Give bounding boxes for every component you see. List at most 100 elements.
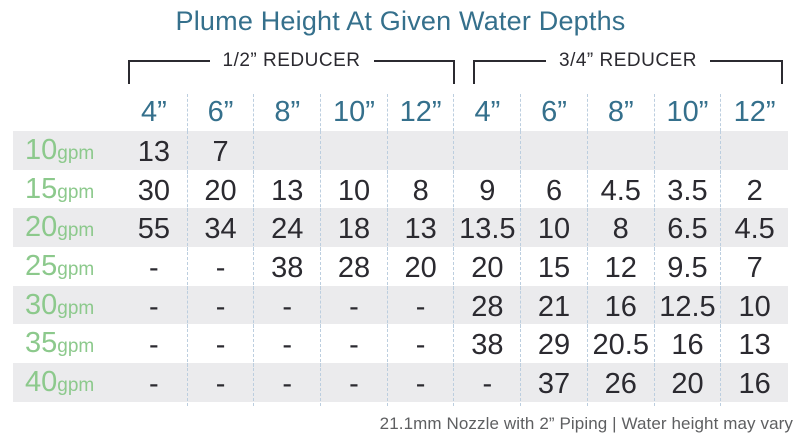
- data-cell: 10: [738, 290, 771, 323]
- data-cell: 34: [188, 208, 255, 252]
- row-label: 30 gpm: [13, 286, 121, 329]
- data-cell: -: [388, 285, 455, 329]
- footnote: 21.1mm Nozzle with 2” Piping | Water hei…: [379, 414, 793, 433]
- bracket-line-right: [710, 60, 784, 84]
- data-cell: [521, 131, 588, 174]
- column-header: 10”: [321, 94, 388, 131]
- data-cell: 8: [388, 169, 455, 213]
- table-row: 35 gpm - - - - -38 29 20.5 16 13: [13, 324, 788, 368]
- data-cell: 28: [454, 285, 522, 329]
- table-row: 30 gpm - - - - -28 21 16 12.5 10: [13, 285, 788, 329]
- data-cell: 9.5: [655, 247, 722, 290]
- data-cell: [721, 131, 788, 174]
- data-cell: 29: [521, 324, 588, 368]
- page-title: Plume Height At Given Water Depths: [175, 6, 626, 36]
- data-cell: [388, 131, 455, 174]
- row-flow-value: 35: [25, 327, 58, 360]
- data-cell: 18: [321, 208, 388, 252]
- data-cell: 20: [454, 247, 522, 290]
- row-flow-unit: gpm: [57, 143, 95, 164]
- row-label: 40 gpm: [13, 363, 121, 406]
- data-cell: 3.5: [655, 169, 722, 213]
- row-label: 25 gpm: [13, 247, 121, 290]
- data-cell: -: [321, 285, 388, 329]
- row-flow-unit: gpm: [57, 181, 95, 203]
- column-header: 8”: [588, 94, 655, 131]
- data-cell: 20: [188, 169, 255, 213]
- row-label: 10 gpm: [13, 131, 121, 174]
- table-row: 20 gpm 55 34 24 18 13 13.5 10 8 6.5 4.5: [13, 208, 788, 252]
- header-corner-cell: [13, 94, 121, 131]
- data-cell: -: [121, 324, 188, 368]
- data-cell: [254, 131, 322, 174]
- data-cell: -: [188, 285, 255, 329]
- row-flow-value: 30: [25, 288, 58, 321]
- data-cell: 12: [588, 247, 655, 290]
- data-cell: 55: [121, 208, 188, 252]
- reducer-group-threequarter-label: 3/4” REDUCER: [559, 50, 697, 71]
- data-cell: -: [321, 363, 388, 406]
- data-cell: 24: [254, 208, 322, 252]
- data-cell: [454, 131, 522, 174]
- column-header: 12”: [733, 96, 776, 128]
- data-cell: 4.5: [588, 169, 655, 213]
- data-cell: -: [388, 363, 455, 406]
- data-cell: -: [188, 363, 255, 406]
- row-flow-value: 20: [25, 211, 58, 244]
- data-cell: 10: [521, 208, 588, 252]
- data-cell: 13: [388, 208, 455, 252]
- data-cell: 16: [738, 367, 771, 400]
- row-flow-unit: gpm: [57, 375, 95, 397]
- data-cell: [655, 131, 722, 174]
- column-header: 4”: [121, 94, 188, 131]
- data-cell: 6.5: [655, 208, 722, 252]
- column-header: 6”: [188, 94, 255, 131]
- data-cell: 2: [746, 174, 763, 207]
- data-cell: -: [454, 363, 522, 406]
- data-cell: 13: [121, 131, 188, 174]
- data-cell: -: [254, 285, 322, 329]
- data-cell: 10: [321, 169, 388, 213]
- row-label: 15 gpm: [13, 170, 121, 213]
- row-flow-unit: gpm: [57, 297, 95, 319]
- data-cell: [588, 131, 655, 174]
- data-cell: 6: [521, 169, 588, 213]
- data-cell: [321, 131, 388, 174]
- data-cell: -: [321, 324, 388, 368]
- data-cell: -: [254, 363, 322, 406]
- data-cell: -: [121, 363, 188, 406]
- table-row: 25 gpm - -38 28 20 20 15 12 9.5 7: [13, 247, 788, 290]
- data-cell: 13: [738, 329, 771, 362]
- reducer-group-half-label: 1/2” REDUCER: [222, 50, 361, 71]
- plume-height-table: 4” 6” 8” 10” 12” 4” 6” 8” 10” 12” 10 gpm 13 7 15 gpm 30 2…: [13, 94, 788, 406]
- reducer-group-threequarter: 3/4” REDUCER: [473, 50, 784, 84]
- data-cell: 13: [254, 169, 322, 213]
- table-row: 15 gpm 30 20 13 10 8 9 6 4.5 3.5 2: [13, 169, 788, 213]
- data-cell: 38: [254, 247, 322, 290]
- table-row: 40 gpm - - - - - -37 26 20 16: [13, 363, 788, 406]
- reducer-group-half: 1/2” REDUCER: [128, 50, 456, 84]
- data-cell: 15: [521, 247, 588, 290]
- data-cell: 30: [121, 169, 188, 213]
- column-header: 8”: [254, 94, 322, 131]
- data-cell: -: [121, 285, 188, 329]
- table-row: 10 gpm 13 7: [13, 131, 788, 174]
- data-cell: -: [254, 324, 322, 368]
- data-cell: 20: [388, 247, 455, 290]
- row-flow-value: 10: [25, 134, 58, 166]
- row-flow-value: 15: [25, 172, 58, 205]
- data-cell: 20: [655, 363, 722, 406]
- data-cell: 7: [746, 251, 763, 284]
- data-cell: -: [188, 324, 255, 368]
- table-header-row: 4” 6” 8” 10” 12” 4” 6” 8” 10” 12”: [13, 94, 788, 131]
- data-cell: 26: [588, 363, 655, 406]
- column-header: 4”: [454, 94, 522, 131]
- row-flow-unit: gpm: [57, 259, 95, 281]
- data-cell: 7: [188, 131, 255, 174]
- data-cell: 16: [588, 285, 655, 329]
- data-cell: 28: [321, 247, 388, 290]
- column-header: 6”: [521, 94, 588, 131]
- data-cell: 8: [588, 208, 655, 252]
- column-header: 10”: [655, 94, 722, 131]
